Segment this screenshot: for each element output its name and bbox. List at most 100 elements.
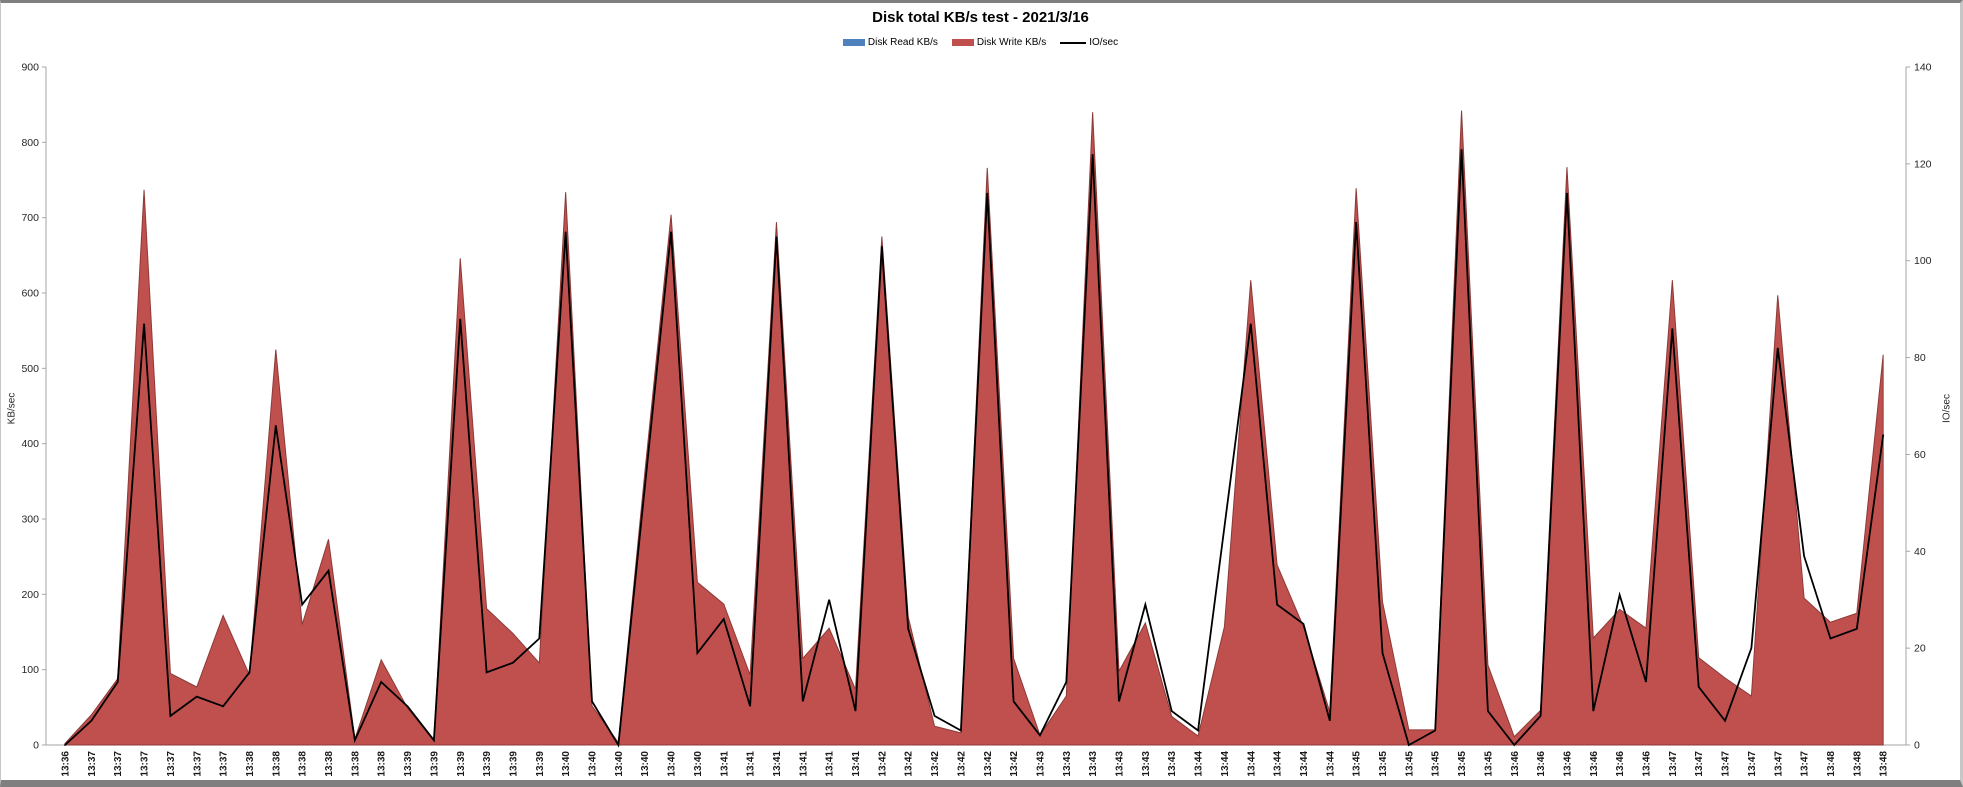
legend-label-disk-write: Disk Write KB/s: [976, 37, 1047, 48]
x-tick-label: 13:43: [1167, 751, 1178, 777]
left-axis-tick-label: 900: [21, 62, 39, 74]
left-axis-tick-label: 600: [21, 288, 39, 300]
x-tick-label: 13:38: [245, 751, 256, 777]
x-tick-label: 13:40: [588, 751, 599, 777]
x-tick-label: 13:41: [851, 751, 862, 777]
x-tick-label: 13:47: [1747, 751, 1758, 777]
x-tick-label: 13:38: [324, 751, 335, 777]
x-tick-label: 13:47: [1668, 751, 1679, 777]
series-area-disk-write-kb-s: [64, 110, 1884, 746]
x-tick-label: 13:44: [1194, 751, 1205, 777]
x-tick-label: 13:48: [1826, 751, 1837, 777]
x-tick-label: 13:41: [772, 751, 783, 777]
x-tick-label: 13:36: [61, 751, 72, 777]
x-tick-label: 13:37: [113, 751, 124, 777]
left-axis-tick-label: 100: [21, 664, 39, 676]
x-tick-label: 13:39: [429, 751, 440, 777]
legend: Disk Read KB/s Disk Write KB/s IO/sec: [1, 37, 1960, 48]
right-axis-tick-label: 140: [1914, 62, 1932, 74]
legend-label-disk-read: Disk Read KB/s: [867, 37, 938, 48]
disk-read-swatch-icon: [842, 39, 865, 46]
x-tick-label: 13:38: [271, 751, 282, 777]
x-tick-label: 13:46: [1510, 751, 1521, 777]
x-tick-label: 13:37: [166, 751, 177, 777]
x-tick-label: 13:42: [877, 751, 888, 777]
x-tick-label: 13:45: [1352, 751, 1363, 777]
left-axis-tick-label: 400: [21, 438, 39, 450]
x-tick-label: 13:40: [667, 751, 678, 777]
x-tick-label: 13:37: [219, 751, 230, 777]
x-tick-label: 13:48: [1879, 751, 1890, 777]
x-tick-label: 13:38: [377, 751, 388, 777]
x-tick-label: 13:40: [561, 751, 572, 777]
x-tick-label: 13:38: [350, 751, 361, 777]
x-tick-label: 13:43: [1062, 751, 1073, 777]
right-axis-tick-label: 120: [1914, 158, 1932, 170]
legend-item-disk-write: Disk Write KB/s: [951, 37, 1047, 48]
x-tick-label: 13:45: [1404, 751, 1415, 777]
x-tick-label: 13:48: [1852, 751, 1863, 777]
x-tick-label: 13:39: [482, 751, 493, 777]
left-axis-tick-label: 200: [21, 589, 39, 601]
right-axis-tick-label: 80: [1914, 352, 1926, 364]
chart-title: Disk total KB/s test - 2021/3/16: [872, 9, 1089, 26]
x-tick-label: 13:41: [798, 751, 809, 777]
x-tick-label: 13:42: [904, 751, 915, 777]
series-line-io-sec: [64, 149, 1885, 748]
right-axis-tick-label: 20: [1914, 643, 1926, 655]
x-tick-label: 13:47: [1773, 751, 1784, 777]
legend-item-disk-read: Disk Read KB/s: [842, 37, 938, 48]
x-tick-label: 13:44: [1325, 751, 1336, 777]
x-tick-label: 13:38: [298, 751, 309, 777]
x-tick-label: 13:47: [1721, 751, 1732, 777]
right-axis-tick-label: 0: [1914, 740, 1920, 752]
x-tick-label: 13:45: [1431, 751, 1442, 777]
x-tick-label: 13:39: [456, 751, 467, 777]
right-axis-tick-label: 40: [1914, 546, 1926, 558]
x-tick-label: 13:45: [1457, 751, 1468, 777]
legend-label-io: IO/sec: [1089, 37, 1119, 48]
x-tick-label: 13:41: [746, 751, 757, 777]
x-tick-label: 13:37: [192, 751, 203, 777]
x-tick-label: 13:45: [1378, 751, 1389, 777]
x-tick-label: 13:43: [1088, 751, 1099, 777]
disk-write-swatch-icon: [951, 39, 974, 46]
x-tick-label: 13:39: [535, 751, 546, 777]
x-tick-label: 13:41: [825, 751, 836, 777]
x-tick-label: 13:39: [508, 751, 519, 777]
x-tick-label: 13:37: [140, 751, 151, 777]
x-tick-label: 13:42: [1009, 751, 1020, 777]
left-axis-tick-label: 0: [33, 740, 39, 752]
left-axis-tick-label: 500: [21, 363, 39, 375]
x-tick-label: 13:44: [1273, 751, 1284, 777]
x-tick-label: 13:44: [1220, 751, 1231, 777]
x-tick-label: 13:40: [640, 751, 651, 777]
x-tick-label: 13:42: [956, 751, 967, 777]
x-tick-label: 13:46: [1589, 751, 1600, 777]
x-tick-label: 13:41: [719, 751, 730, 777]
plot-area: 0 100 200 300 400 500 600 700 800 900 0 20 40 60 80 100…: [21, 62, 1932, 777]
x-tick-label: 13:46: [1536, 751, 1547, 777]
legend-item-io: IO/sec: [1060, 37, 1118, 48]
x-tick-label: 13:44: [1299, 751, 1310, 777]
left-axis-tick-label: 300: [21, 514, 39, 526]
right-axis-tick-label: 60: [1914, 449, 1926, 461]
io-line-swatch-icon: [1060, 41, 1087, 44]
left-axis-tick-label: 700: [21, 212, 39, 224]
x-tick-label: 13:47: [1694, 751, 1705, 777]
x-tick-label: 13:43: [1035, 751, 1046, 777]
x-tick-label: 13:46: [1615, 751, 1626, 777]
x-tick-label: 13:43: [1115, 751, 1126, 777]
x-tick-label: 13:46: [1642, 751, 1653, 777]
x-tick-label: 13:39: [403, 751, 414, 777]
x-tick-label: 13:43: [1141, 751, 1152, 777]
x-tick-label: 13:42: [983, 751, 994, 777]
x-tick-label: 13:47: [1800, 751, 1811, 777]
x-tick-label: 13:46: [1562, 751, 1573, 777]
x-tick-label: 13:37: [87, 751, 98, 777]
x-tick-label: 13:40: [693, 751, 704, 777]
x-tick-label: 13:45: [1483, 751, 1494, 777]
x-tick-label: 13:44: [1246, 751, 1257, 777]
x-tick-label: 13:42: [930, 751, 941, 777]
